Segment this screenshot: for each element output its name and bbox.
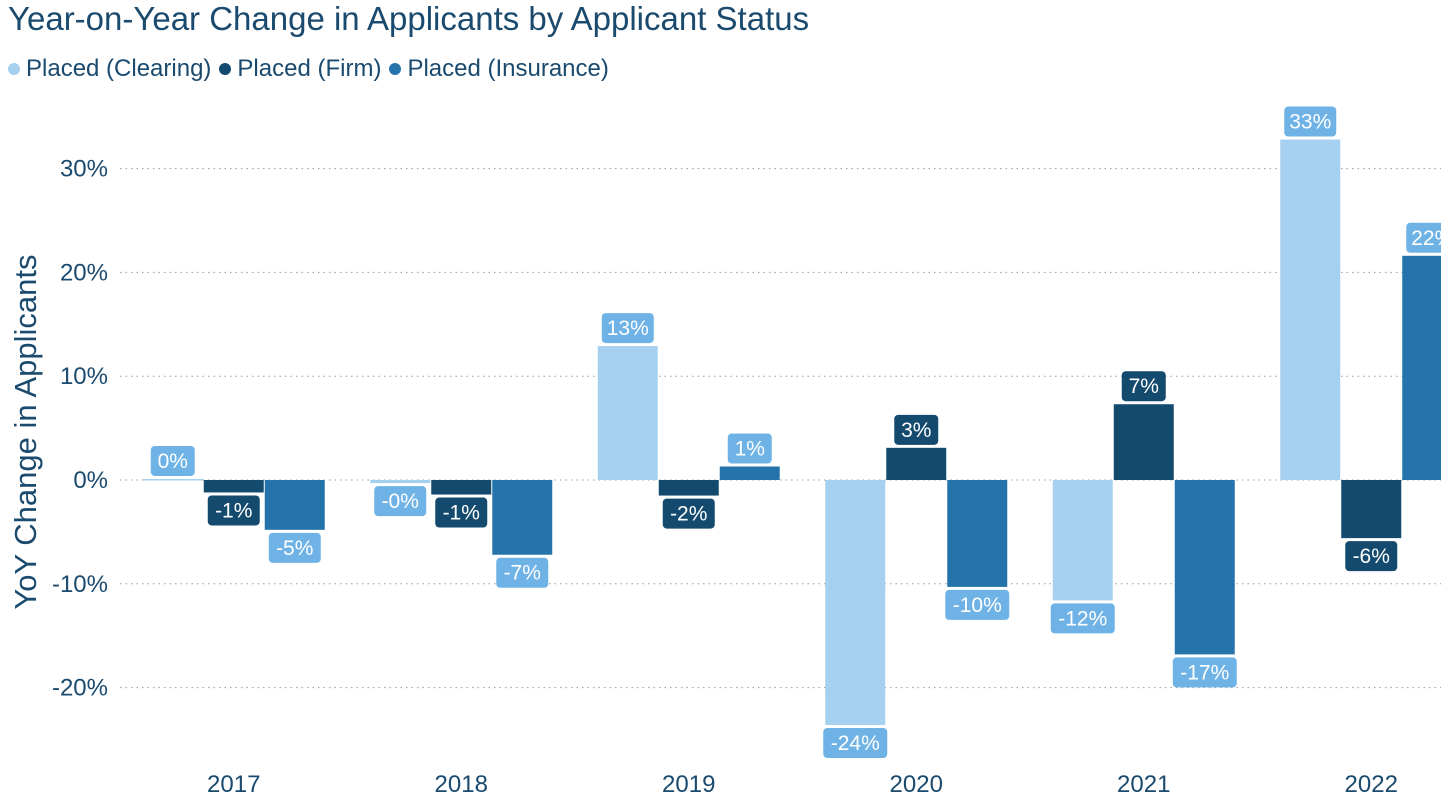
- bar[interactable]: [492, 480, 553, 555]
- data-label: 33%: [1289, 111, 1331, 134]
- data-label: -2%: [670, 503, 707, 526]
- data-label-background: [823, 727, 888, 758]
- bar[interactable]: [719, 466, 780, 480]
- y-axis-title: YoY Change in Applicants: [8, 254, 43, 609]
- data-label-background: [435, 497, 488, 528]
- bar[interactable]: [264, 480, 325, 530]
- data-label-background: [1406, 222, 1441, 253]
- x-tick-label: 2021: [1117, 771, 1170, 798]
- data-label: -1%: [215, 499, 252, 522]
- data-label: -6%: [1353, 545, 1390, 568]
- y-tick-label: 20%: [60, 259, 108, 286]
- data-label: 13%: [607, 317, 649, 340]
- legend-dot-clearing: [8, 63, 20, 75]
- bar[interactable]: [1402, 255, 1441, 480]
- data-label-background: [662, 498, 715, 529]
- data-label-background: [496, 557, 549, 588]
- legend-item-insurance[interactable]: Placed (Insurance): [389, 55, 609, 83]
- data-label-background: [207, 495, 260, 526]
- data-label-background: [374, 486, 427, 517]
- data-label: 0%: [158, 450, 188, 473]
- y-tick-label: 30%: [60, 156, 108, 183]
- bar[interactable]: [370, 480, 431, 484]
- legend-item-firm[interactable]: Placed (Firm): [219, 55, 381, 83]
- x-tick-label: 2018: [435, 771, 488, 798]
- bar[interactable]: [1113, 404, 1174, 480]
- y-tick-label: -10%: [52, 571, 108, 598]
- bar[interactable]: [1341, 480, 1402, 539]
- bar[interactable]: [431, 480, 492, 495]
- bar[interactable]: [1280, 139, 1341, 480]
- y-tick-label: -20%: [52, 675, 108, 702]
- data-label-background: [1345, 541, 1398, 572]
- x-tick-label: 2020: [890, 771, 943, 798]
- data-label: 7%: [1129, 375, 1159, 398]
- data-label: -0%: [382, 490, 419, 513]
- bar[interactable]: [142, 478, 203, 481]
- data-label: -17%: [1180, 661, 1229, 684]
- bar[interactable]: [1174, 480, 1235, 655]
- bar[interactable]: [947, 480, 1008, 587]
- data-label-background: [601, 313, 654, 344]
- data-label-background: [894, 414, 939, 445]
- legend-label-clearing: Placed (Clearing): [26, 55, 212, 82]
- legend: Placed (Clearing) Placed (Firm) Placed (…: [8, 55, 617, 83]
- data-label: -10%: [953, 594, 1002, 617]
- data-label: -24%: [831, 732, 880, 755]
- data-label: -5%: [276, 537, 313, 560]
- gridlines: [120, 168, 1441, 689]
- data-label-background: [150, 445, 195, 476]
- bar[interactable]: [825, 480, 886, 725]
- data-label-background: [1050, 603, 1115, 634]
- bar[interactable]: [658, 480, 719, 496]
- legend-dot-firm: [219, 63, 232, 75]
- x-tick-label: 2019: [662, 771, 715, 798]
- data-label: 22%: [1411, 227, 1441, 250]
- data-label-background: [1121, 371, 1166, 402]
- data-label: -12%: [1058, 607, 1107, 630]
- y-tick-label: 10%: [60, 363, 108, 390]
- data-label: -1%: [443, 502, 480, 525]
- data-label-background: [945, 589, 1010, 620]
- axes: 30% 20% 10% 0% -10% -20% YoY Change in Applica…: [8, 156, 1398, 798]
- bars: [142, 139, 1441, 725]
- legend-label-firm: Placed (Firm): [237, 55, 382, 82]
- data-label-background: [1172, 657, 1237, 688]
- data-label: 3%: [901, 419, 931, 442]
- bar[interactable]: [1052, 480, 1113, 601]
- data-label: -7%: [504, 562, 541, 585]
- y-tick-label: 0%: [73, 467, 108, 494]
- legend-item-clearing[interactable]: Placed (Clearing): [8, 55, 211, 83]
- chart-title: Year-on-Year Change in Applicants by App…: [8, 0, 810, 37]
- legend-dot-insurance: [389, 63, 402, 75]
- bar[interactable]: [597, 346, 658, 480]
- data-label-background: [268, 532, 321, 563]
- data-label: 1%: [735, 438, 765, 461]
- data-labels: 0% -1% -5% -0% -1% -7% 13% -2% 1% -24% 3% -10% -12% 7…: [150, 106, 1441, 758]
- data-label-background: [1284, 106, 1337, 137]
- x-tick-label: 2022: [1345, 771, 1398, 798]
- legend-label-insurance: Placed (Insurance): [407, 55, 609, 82]
- bar[interactable]: [203, 480, 264, 493]
- x-tick-label: 2017: [207, 771, 260, 798]
- bar[interactable]: [886, 447, 947, 480]
- data-label-background: [727, 433, 772, 464]
